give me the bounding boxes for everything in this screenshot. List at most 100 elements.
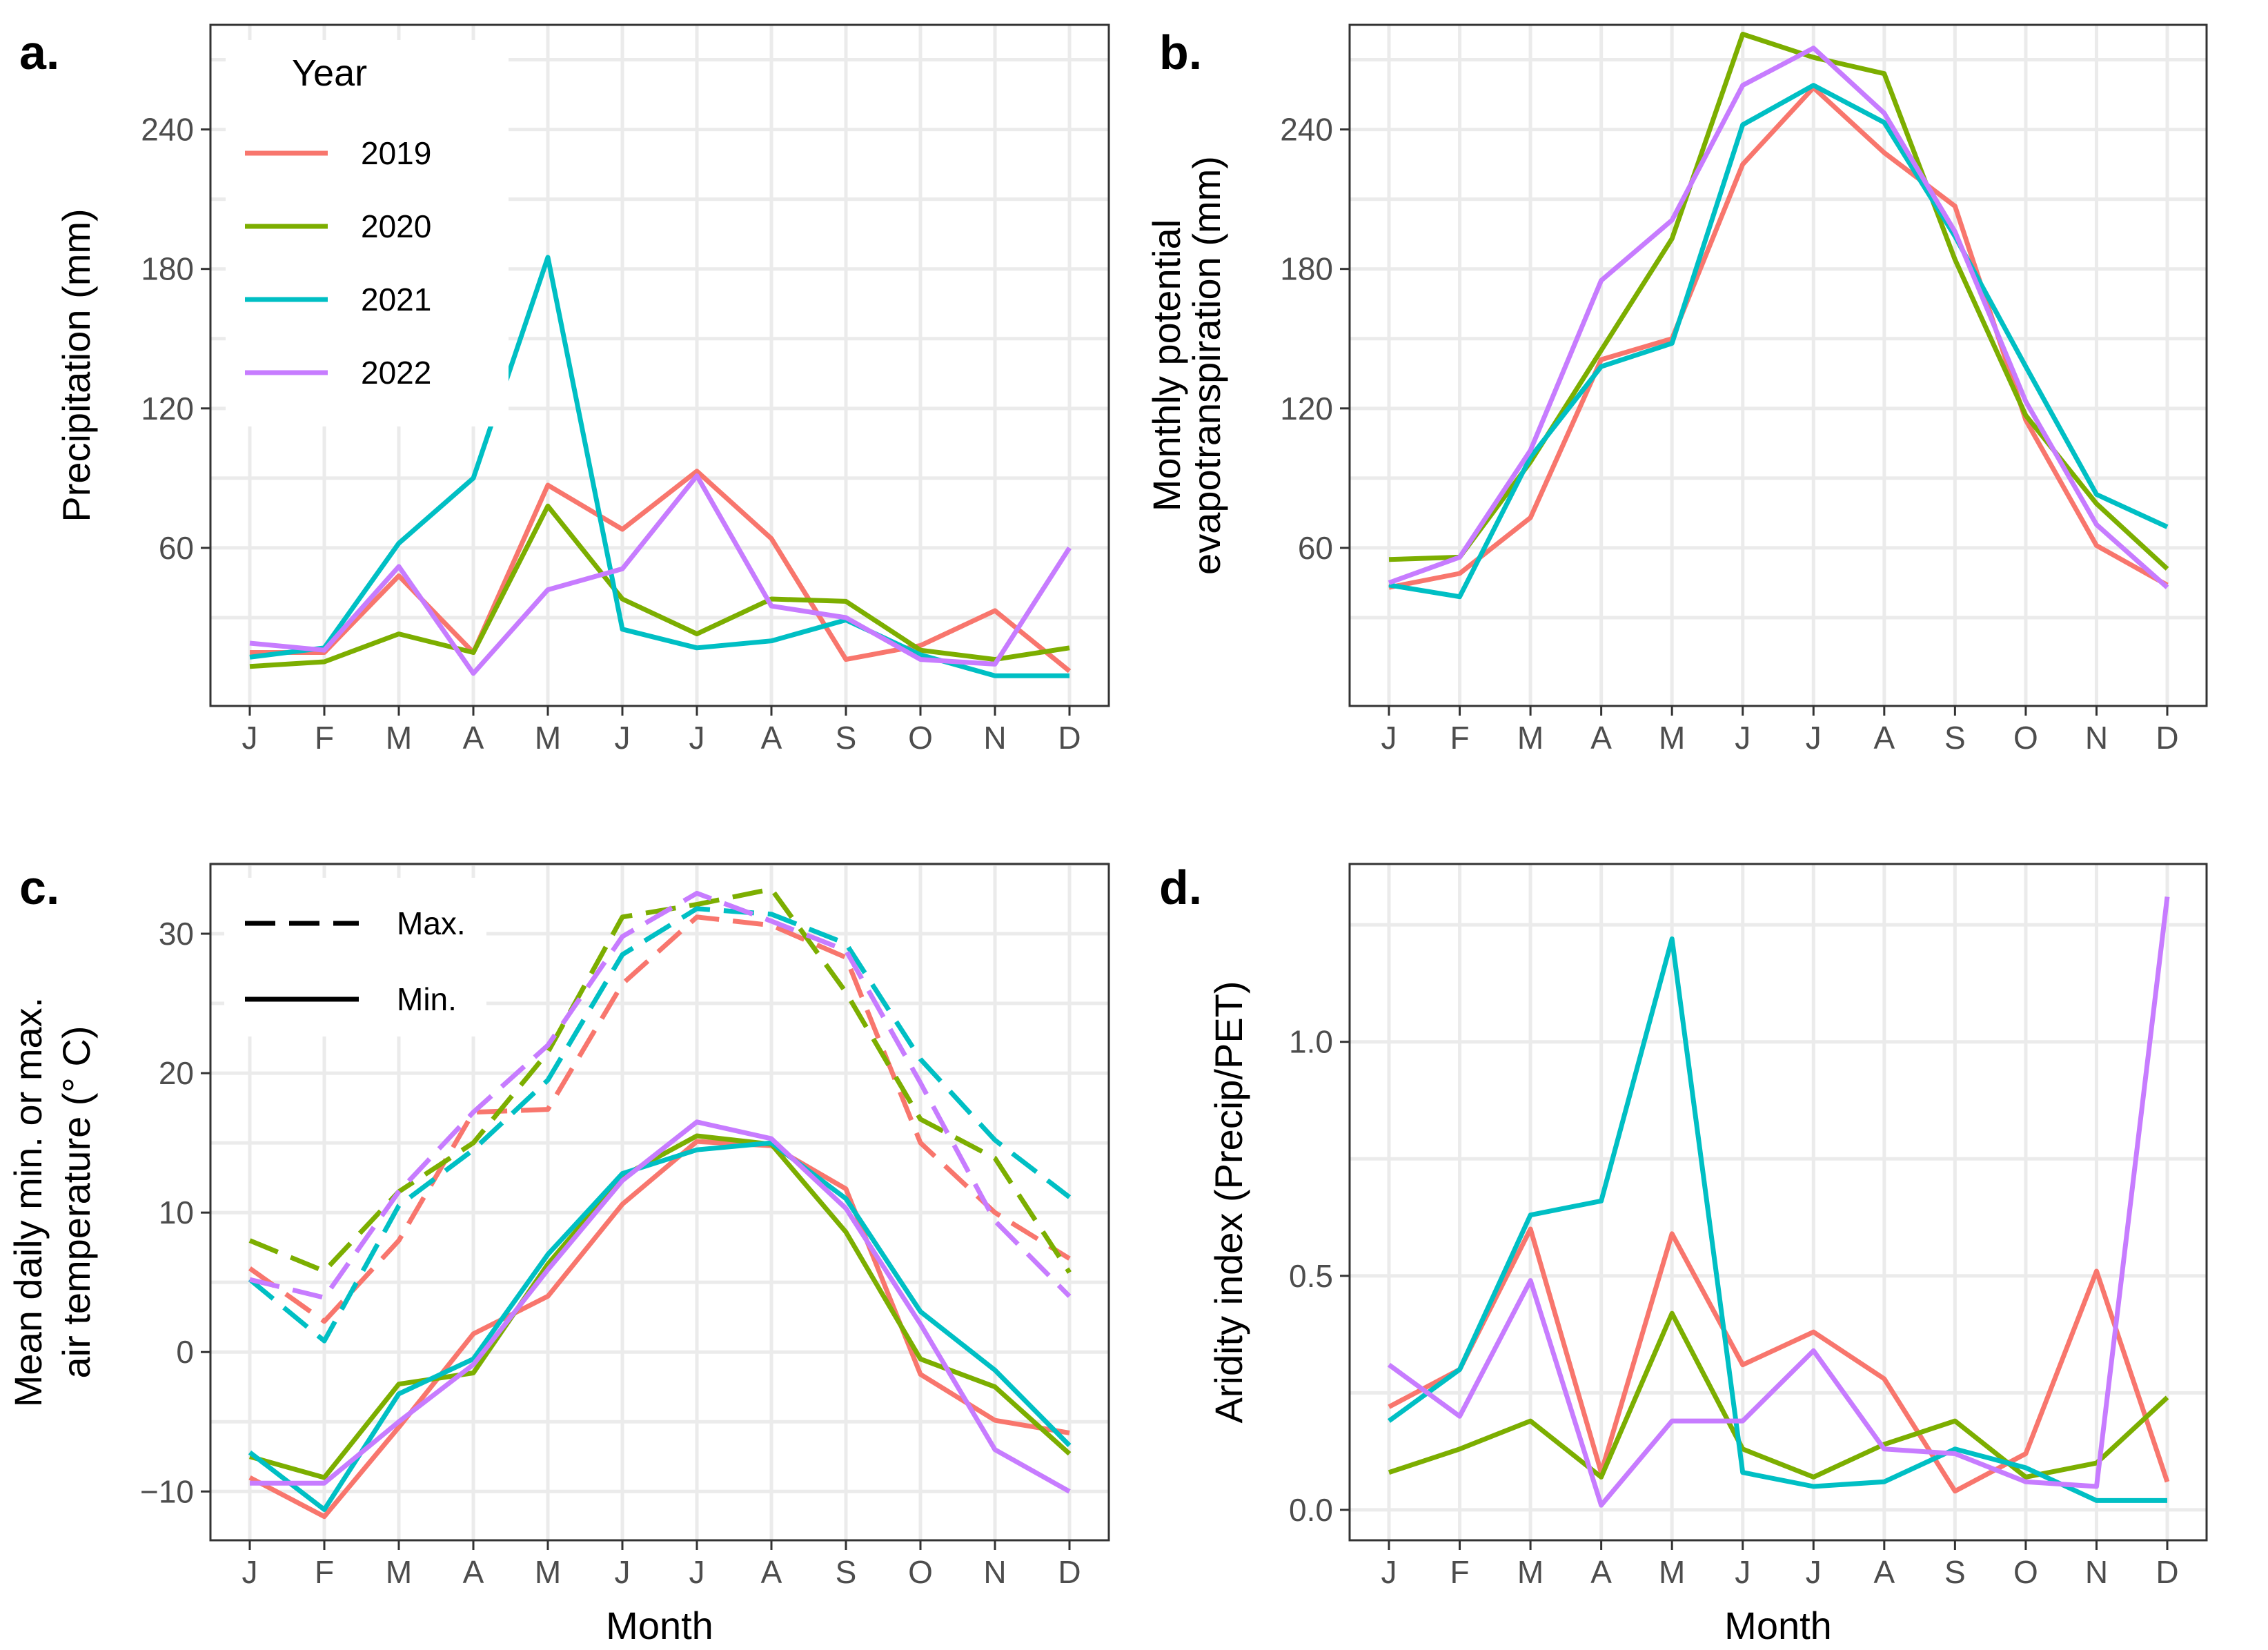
series-line-2019 [250, 469, 1072, 674]
x-tick-label: M [535, 720, 561, 756]
x-tick-label: M [1659, 720, 1685, 756]
series-line-2021 [1388, 83, 2169, 600]
series-line-2020 [249, 503, 1070, 669]
x-tick-label: S [1944, 720, 1966, 756]
x-tick-label: F [315, 720, 334, 756]
x-tick-label: M [386, 1554, 412, 1590]
legend-background [224, 878, 486, 1037]
x-tick-label: J [1806, 1554, 1822, 1590]
y-tick-label: 60 [1298, 530, 1333, 566]
y-tick-label: 60 [159, 530, 194, 566]
legend-background [226, 40, 509, 426]
x-tick-label: N [983, 720, 1006, 756]
x-tick-label: N [983, 1554, 1006, 1590]
panel-letter: d. [1159, 861, 1202, 914]
panel-1: a. 60 120 180 240 J F M A M J J A S O N D Precipitation (… [19, 23, 1110, 756]
x-tick-label: O [2013, 720, 2038, 756]
y-tick-label: 240 [1280, 112, 1333, 148]
x-tick-label: M [1517, 1554, 1544, 1590]
panel-letter: a. [19, 26, 59, 79]
panel-border [1348, 23, 2208, 707]
series-line-2020-max [248, 886, 1072, 1274]
x-tick-label: O [2013, 1554, 2038, 1590]
series-line-2021-max [248, 906, 1072, 1344]
y-tick-label: 30 [159, 916, 194, 952]
x-tick-label: J [242, 1554, 258, 1590]
x-tick-label: M [1659, 1554, 1685, 1590]
x-tick-label: J [689, 720, 705, 756]
y-tick-label: 10 [159, 1195, 194, 1230]
series-line-2020-min [249, 1133, 1072, 1480]
x-tick-label: J [615, 720, 631, 756]
panel-border [209, 863, 1110, 1542]
y-tick-label: 180 [1280, 251, 1333, 287]
x-tick-label: A [761, 1554, 782, 1590]
x-tick-label: J [242, 720, 258, 756]
x-tick-label: J [1806, 720, 1822, 756]
y-tick-label: 0.0 [1289, 1492, 1333, 1528]
x-tick-label: J [1381, 1554, 1397, 1590]
x-tick-label: O [908, 1554, 933, 1590]
x-tick-label: A [463, 720, 484, 756]
x-tick-label: J [615, 1554, 631, 1590]
series-line-2019-min [248, 1139, 1070, 1520]
x-tick-label: A [1873, 1554, 1895, 1590]
x-tick-label: A [1873, 720, 1895, 756]
series-line-2019-max [248, 914, 1071, 1324]
legend-label-2019: 2019 [361, 135, 431, 171]
legend-label-2020: 2020 [361, 208, 431, 244]
x-tick-label: A [1590, 720, 1612, 756]
y-tick-label: 0 [176, 1334, 194, 1370]
y-tick-label: 120 [1280, 391, 1333, 426]
series-line-2019 [1388, 1226, 2170, 1494]
x-tick-label: N [2085, 720, 2108, 756]
x-tick-label: M [1517, 720, 1544, 756]
x-tick-label: N [2085, 1554, 2108, 1590]
series-line-2019 [1388, 85, 2169, 590]
x-tick-label: S [836, 1554, 857, 1590]
y-axis-title: Precipitation (mm) [55, 208, 98, 522]
series-line-2022 [1388, 46, 2169, 589]
x-tick-label: J [1735, 1554, 1751, 1590]
x-tick-label: J [689, 1554, 705, 1590]
y-tick-label: 240 [141, 112, 194, 148]
x-axis-title: Month [1724, 1604, 1832, 1647]
x-tick-label: A [761, 720, 782, 756]
y-tick-label: 0.5 [1289, 1258, 1333, 1294]
x-tick-label: A [1590, 1554, 1612, 1590]
y-axis-title-line: Monthly potential [1145, 219, 1188, 511]
y-tick-label: 180 [141, 251, 194, 287]
x-tick-label: S [1944, 1554, 1966, 1590]
panel-3: c. −10 0 10 20 30 J F M A M J J A S O N D Mean daily min. … [6, 861, 1110, 1647]
x-tick-label: A [463, 1554, 484, 1590]
panel-2: b. 60 120 180 240 J F M A M J J A S O N D Monthly potenti… [1145, 23, 2208, 756]
x-tick-label: O [908, 720, 933, 756]
x-axis-title: Month [606, 1604, 713, 1647]
series-line-2022-max [249, 890, 1072, 1300]
x-tick-label: D [1058, 720, 1081, 756]
year-legend: Year 2019 2020 2021 2022 [226, 40, 509, 426]
x-tick-label: M [386, 720, 412, 756]
series-line-2022 [1387, 896, 2170, 1508]
y-tick-label: 120 [141, 391, 194, 426]
legend-label-solid: Min. [397, 981, 457, 1017]
y-axis-title-line: air temperature (° C) [55, 1026, 98, 1379]
x-tick-label: F [1450, 1554, 1469, 1590]
x-tick-label: F [315, 1554, 334, 1590]
y-tick-label: −10 [140, 1473, 194, 1509]
y-axis-title: Aridity index (Precip/PET) [1207, 981, 1250, 1423]
y-axis-title-line: evapotranspiration (mm) [1185, 156, 1228, 575]
legend-title: Year [292, 52, 367, 94]
x-tick-label: D [2156, 1554, 2178, 1590]
panel-letter: c. [19, 861, 59, 914]
x-tick-label: J [1735, 720, 1751, 756]
legend-label-2022: 2022 [361, 355, 431, 391]
panel-letter: b. [1159, 26, 1202, 79]
series-line-2022-min [250, 1119, 1071, 1494]
y-tick-label: 1.0 [1289, 1024, 1333, 1060]
linetype-legend: Max. Min. [224, 878, 486, 1037]
panel-border [209, 23, 1110, 707]
legend-label-dashed: Max. [397, 905, 466, 941]
x-tick-label: D [1058, 1554, 1081, 1590]
